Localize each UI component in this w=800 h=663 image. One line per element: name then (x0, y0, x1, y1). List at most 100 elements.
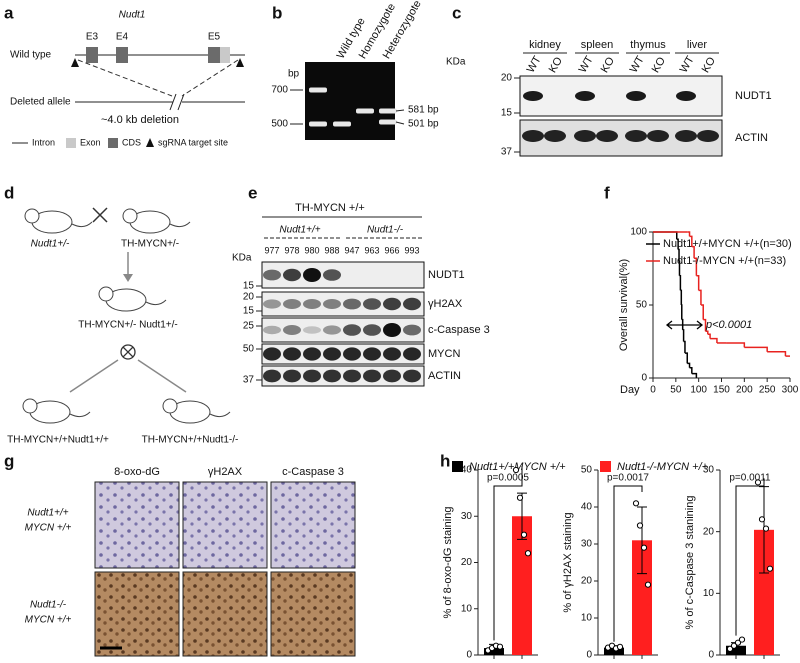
survival-step (679, 275, 682, 291)
legend-label: sgRNA target site (158, 137, 228, 147)
survival-step (698, 289, 702, 305)
mouse (71, 221, 93, 228)
blot-band (323, 369, 341, 383)
blot-band (343, 369, 361, 383)
blot-band (303, 299, 321, 309)
data-point (516, 494, 524, 501)
mouse (169, 221, 191, 228)
blot-band (263, 369, 281, 383)
genotype-label: WT (678, 54, 697, 75)
annotation: p=0.0005 (487, 473, 529, 484)
y-tick-label: 10 (581, 613, 593, 624)
marker-label: 50 (243, 344, 255, 355)
gel (305, 62, 395, 140)
blot-band (383, 369, 401, 383)
legend-swatch (452, 461, 463, 472)
line (69, 359, 119, 393)
legend-label: Intron (32, 137, 55, 147)
survival-step (687, 362, 691, 368)
micrograph (94, 571, 180, 657)
blot-band (263, 269, 281, 281)
panel-label: c (452, 3, 461, 22)
y-tick-label: 20 (703, 526, 715, 537)
survival-step (680, 289, 683, 305)
blot-band (626, 91, 646, 101)
legend-swatch (600, 461, 611, 472)
micrograph (94, 481, 180, 569)
legend-label: Exon (80, 137, 101, 147)
sample-label: 977 (264, 245, 279, 255)
row-label: Nudt1+/+ (27, 508, 68, 519)
blot-band (323, 347, 341, 361)
gel-band (333, 121, 351, 127)
annotation: p=0.0011 (729, 473, 771, 484)
genotype-label: KO (547, 55, 566, 75)
protein-label: NUDT1 (735, 90, 772, 102)
mouse (22, 398, 38, 414)
blot-band (343, 298, 361, 310)
blot-band (647, 130, 669, 142)
group-label: Nudt1+/+ (279, 225, 320, 236)
genotype-label: WT (628, 54, 647, 75)
legend-swatch (108, 138, 118, 148)
blot-band (383, 297, 401, 311)
blot-band (544, 130, 566, 142)
y-tick-label: 20 (581, 576, 593, 587)
cds (208, 47, 220, 63)
x-tick-label: 150 (713, 385, 730, 396)
panel-label: e (248, 183, 257, 202)
line (395, 109, 405, 112)
blot-band (676, 91, 696, 101)
data-point (616, 643, 624, 650)
protein-label: NUDT1 (428, 269, 465, 281)
blot-band (323, 325, 341, 335)
blot-band (283, 369, 301, 383)
protein-label: γH2AX (428, 298, 463, 310)
blot-band (263, 325, 281, 335)
legend-label: Nudt1+/+MYCN +/+ (469, 461, 566, 473)
blot-band (625, 130, 647, 142)
blot-band (323, 269, 341, 281)
bar (726, 645, 746, 655)
marker-label: 25 (243, 321, 255, 332)
y-tick-label: 20 (461, 557, 473, 568)
blot-band (523, 91, 543, 101)
blot-band (675, 130, 697, 142)
legend-swatch (66, 138, 76, 148)
genotype-label: Nudt1+/- (31, 239, 70, 250)
blot-band (323, 299, 341, 309)
blot-band (343, 347, 361, 361)
panel-label: f (604, 183, 610, 202)
legend-label: Nudt1-/-MYCN +/+ (617, 461, 709, 473)
genotype-label: TH-MYCN+/- Nudt1+/- (78, 320, 177, 331)
line (181, 59, 239, 97)
survival-step (691, 372, 698, 378)
data-point (640, 544, 648, 551)
y-axis-title: % of γH2AX staining (562, 512, 574, 612)
x-tick-label: 300 (782, 385, 799, 396)
x-tick-label: 200 (736, 385, 753, 396)
allele-label: Deleted allele (10, 97, 71, 108)
y-tick-label: 0 (641, 373, 647, 384)
survival-step (684, 352, 688, 364)
sgrna-site (71, 58, 79, 67)
y-axis-title: % of 8-oxo-dG staining (442, 507, 454, 619)
tissue-label: spleen (581, 39, 613, 51)
survival-step (682, 329, 685, 342)
y-tick-label: 100 (630, 227, 647, 238)
y-tick-label: 30 (461, 511, 473, 522)
genotype-label: TH-MYCN+/+Nudt1+/+ (7, 435, 109, 446)
genotype-label: TH-MYCN+/- (121, 239, 179, 250)
exon-label: E3 (86, 32, 99, 43)
column-label: c-Caspase 3 (282, 466, 344, 478)
x-tick-label: 50 (670, 385, 682, 396)
tissue-label: thymus (630, 39, 666, 51)
survival-step (691, 245, 695, 259)
legend-label: Nudt1-/-MYCN +/+(n=33) (663, 255, 786, 267)
sample-label: 978 (284, 245, 299, 255)
mouse (98, 286, 114, 302)
data-point (636, 522, 644, 529)
panel-label: a (4, 3, 14, 22)
x-tick-label: 100 (690, 385, 707, 396)
data-point (754, 479, 762, 486)
